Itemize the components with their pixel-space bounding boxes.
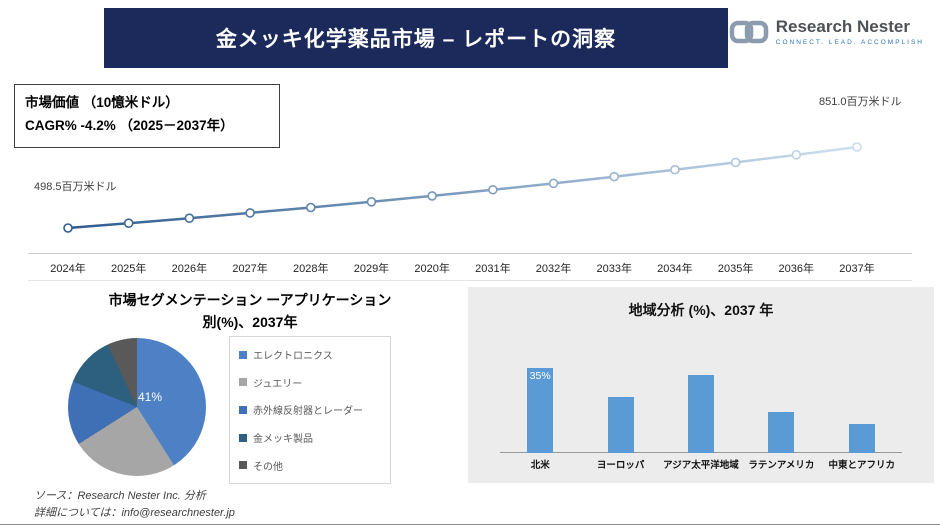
legend-item: 赤外線反射器とレーダー: [230, 402, 390, 417]
legend-swatch: [239, 350, 247, 359]
pie-value-label: 41%: [138, 390, 163, 404]
x-axis-label: 2024年: [50, 263, 86, 275]
line-series: [67, 145, 858, 230]
line-marker: [609, 171, 620, 182]
bar-category-label: ヨーロッパ: [596, 460, 645, 471]
legend-item: その他: [230, 458, 390, 473]
legend-label: 金メッキ製品: [253, 434, 313, 446]
x-axis-label: 2029年: [353, 263, 390, 275]
line-marker: [366, 197, 377, 207]
x-axis-label: 2026年: [171, 263, 208, 275]
chain-link-icon: [729, 20, 768, 44]
line-marker: [184, 213, 195, 223]
line-marker: [488, 184, 498, 195]
source-note: ソース：Research Nester Inc. 分析: [34, 490, 206, 502]
pie-legend: エレクトロニクス ジュエリー赤外線反射器とレーダー 金メッキ製品 その他: [229, 336, 391, 484]
title-banner: 金メッキ化学薬品市場 – レポートの洞察: [104, 8, 728, 68]
bar: [768, 412, 795, 453]
logo-text-block: Research Nester Connect. Lead. Accomplis…: [775, 17, 924, 46]
x-axis-label: 2035年: [717, 263, 754, 275]
legend-swatch: [239, 378, 247, 387]
legend-item: エレクトロニクス: [230, 347, 390, 362]
pie-title-line1: 市場セグメンテーション ーアプリケーション: [108, 292, 392, 308]
line-marker: [791, 150, 802, 160]
bottom-divider: [0, 524, 940, 525]
bar-category-label: ラテンアメリカ: [748, 460, 815, 471]
research-nester-logo: Research Nester Connect. Lead. Accomplis…: [729, 17, 924, 46]
x-axis-label: 2034年: [657, 263, 693, 275]
page-title: 金メッキ化学薬品市場 – レポートの洞察: [215, 28, 617, 51]
market-value-line: 市場価値 （10憶米ドル）: [25, 95, 179, 110]
x-axis-label: 2037年: [839, 263, 875, 275]
region-analysis-panel: 地域分析 (%)、2037 年 35% 北米 ヨーロッパ アジア太平洋地域 ラテンアメリ…: [468, 287, 934, 483]
legend-label: エレクトロニクス: [253, 351, 333, 363]
x-axis-label: 2020年: [414, 263, 450, 275]
line-marker: [427, 191, 437, 201]
bar: [688, 375, 714, 453]
pie-title-line2: 別(%)、2037年: [202, 314, 298, 330]
pie-chart: 41%: [68, 338, 206, 476]
line-marker: [245, 208, 255, 218]
logo-name: Research Nester: [775, 17, 910, 36]
bar-category-label: 中東とアフリカ: [828, 460, 896, 471]
bar-category-label: 北米: [530, 460, 550, 471]
x-axis-label: 2033年: [596, 263, 632, 275]
legend-swatch: [239, 433, 247, 442]
contact-note: 詳細については：info@researchnester.jp: [34, 507, 235, 519]
bar: [607, 397, 634, 453]
line-marker: [123, 218, 134, 228]
line-end-value-label: 851.0百万米ドル: [819, 96, 902, 108]
line-chart: [63, 142, 862, 233]
pie-chart-title: 市場セグメンテーション ーアプリケーション 別(%)、2037年: [40, 289, 460, 333]
line-marker: [305, 202, 316, 213]
line-marker: [670, 164, 680, 175]
line-marker: [852, 142, 862, 152]
bar: [848, 424, 875, 453]
legend-swatch: [239, 405, 247, 414]
logo-tagline: Connect. Lead. Accomplish: [775, 38, 924, 46]
bar-category-label: アジア太平洋地域: [663, 460, 739, 471]
legend-label: 赤外線反射器とレーダー: [253, 406, 363, 418]
bar-value-label: 35%: [529, 370, 551, 382]
legend-label: その他: [253, 461, 283, 473]
x-axis: 2024年 2025年 2026年 2027年 2028年 2029年 2020年 2031年…: [28, 253, 912, 281]
market-value-info-box: 市場価値 （10憶米ドル） CAGR% -4.2% （2025－2037年）: [14, 84, 280, 148]
x-axis-label: 2028年: [293, 263, 329, 275]
line-start-value-label: 498.5百万米ドル: [34, 181, 117, 193]
legend-swatch: [239, 461, 247, 470]
legend-item: ジュエリー: [230, 375, 390, 390]
bar-chart-title: 地域分析 (%)、2037 年: [628, 302, 774, 318]
legend-item: 金メッキ製品: [230, 430, 390, 445]
line-marker: [548, 178, 559, 189]
bar-chart: 35% 北米 ヨーロッパ アジア太平洋地域 ラテンアメリカ 中東とアフリカ: [490, 323, 912, 473]
line-marker: [730, 157, 741, 168]
bar: 35%: [527, 368, 554, 453]
x-axis-label: 2031年: [475, 263, 511, 275]
x-axis-label: 2025年: [110, 263, 147, 275]
x-axis-label: 2036年: [778, 263, 815, 275]
cagr-line: CAGR% -4.2% （2025－2037年）: [25, 117, 234, 133]
x-axis-label: 2032年: [535, 263, 572, 275]
line-marker: [63, 223, 73, 233]
x-axis-label: 2027年: [232, 263, 268, 275]
legend-label: ジュエリー: [253, 378, 303, 390]
